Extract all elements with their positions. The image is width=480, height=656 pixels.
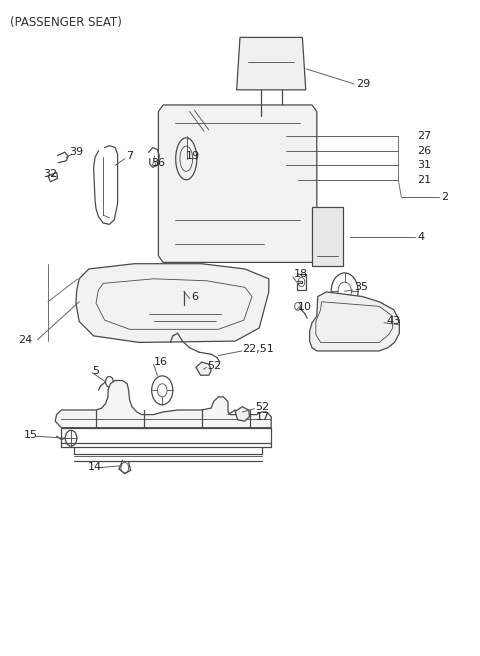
Text: 52: 52 <box>207 361 221 371</box>
Text: 24: 24 <box>18 335 33 345</box>
Text: 26: 26 <box>418 146 432 156</box>
Polygon shape <box>235 407 250 421</box>
Text: 18: 18 <box>294 269 308 279</box>
Text: 6: 6 <box>191 291 198 302</box>
Polygon shape <box>312 207 343 266</box>
Polygon shape <box>196 362 211 375</box>
Text: 14: 14 <box>87 462 101 472</box>
Polygon shape <box>76 264 269 342</box>
Polygon shape <box>237 37 306 90</box>
Text: 5: 5 <box>92 365 99 376</box>
Text: 15: 15 <box>24 430 38 440</box>
Text: 39: 39 <box>70 147 84 157</box>
Text: 16: 16 <box>154 357 168 367</box>
Text: 52: 52 <box>255 401 269 412</box>
Text: 27: 27 <box>418 131 432 142</box>
Text: 31: 31 <box>418 160 432 171</box>
Polygon shape <box>55 380 271 428</box>
Text: 21: 21 <box>418 175 432 186</box>
Text: (PASSENGER SEAT): (PASSENGER SEAT) <box>10 16 121 30</box>
Text: 19: 19 <box>186 151 200 161</box>
Text: 32: 32 <box>43 169 57 179</box>
Text: 2: 2 <box>442 192 449 202</box>
Text: 29: 29 <box>356 79 371 89</box>
Text: 43: 43 <box>386 316 400 327</box>
Text: 17: 17 <box>255 411 269 422</box>
Polygon shape <box>310 292 399 351</box>
Text: 36: 36 <box>152 157 166 168</box>
Text: 35: 35 <box>354 282 368 293</box>
Text: 4: 4 <box>418 232 425 243</box>
Text: 7: 7 <box>126 151 133 161</box>
Polygon shape <box>158 105 317 262</box>
Text: 22,51: 22,51 <box>242 344 274 354</box>
Text: 10: 10 <box>298 302 312 312</box>
